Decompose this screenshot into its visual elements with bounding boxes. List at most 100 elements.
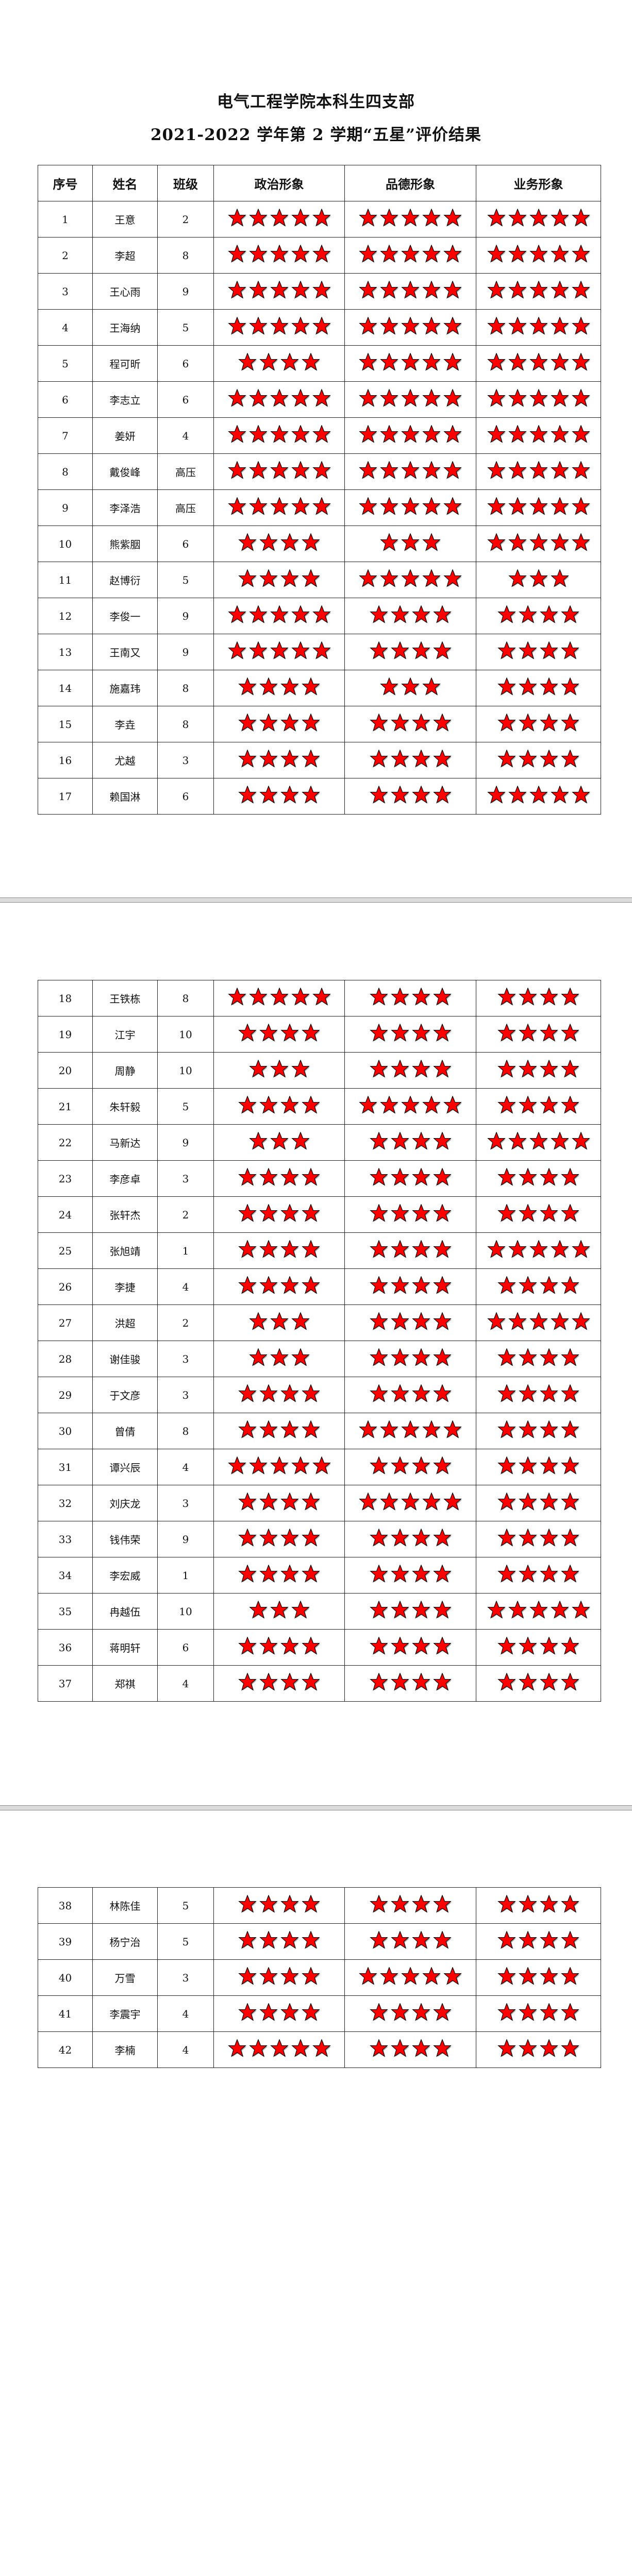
red-star-icon [550, 353, 569, 371]
table-row: 22 马新达 9 [38, 1124, 601, 1161]
red-star-icon [519, 750, 537, 768]
red-star-icon [487, 1312, 506, 1331]
red-star-icon [238, 1384, 257, 1403]
red-star-icon [519, 1204, 537, 1223]
red-star-icon [248, 1312, 268, 1331]
star-rating [359, 353, 462, 371]
red-star-icon [561, 988, 579, 1006]
moral-rating [344, 670, 476, 706]
table-row: 17 赖国淋 6 [38, 778, 601, 815]
red-star-icon [401, 425, 420, 444]
row-number: 33 [38, 1521, 93, 1557]
star-rating [369, 1456, 452, 1475]
red-star-icon [248, 317, 268, 335]
star-rating [369, 2039, 452, 2058]
row-number: 32 [38, 1485, 93, 1521]
red-star-icon [508, 533, 527, 552]
red-star-icon [571, 317, 590, 335]
professional-rating [476, 1449, 601, 1485]
star-rating [497, 2003, 579, 2022]
student-name: 周静 [92, 1052, 158, 1089]
political-rating [213, 417, 345, 454]
red-star-icon [270, 1456, 289, 1475]
red-star-icon [280, 533, 299, 552]
political-rating [213, 1629, 345, 1666]
moral-rating [344, 1413, 476, 1449]
red-star-icon [508, 1601, 527, 1619]
red-star-icon [390, 1895, 409, 1913]
student-name: 曾倩 [92, 1413, 158, 1449]
star-rating [227, 389, 331, 408]
red-star-icon [540, 1204, 558, 1223]
political-rating [213, 1665, 345, 1702]
red-star-icon [259, 1637, 278, 1655]
red-star-icon [302, 1168, 320, 1187]
student-name: 李俊一 [92, 598, 158, 634]
political-rating [213, 489, 345, 526]
moral-rating [344, 778, 476, 815]
table-header-row: 序号 姓名 班级 政治形象 品德形象 业务形象 [38, 165, 601, 201]
red-star-icon [369, 1601, 388, 1619]
red-star-icon [497, 1060, 516, 1078]
red-star-icon [291, 389, 310, 408]
red-star-icon [280, 677, 299, 696]
student-class: 3 [157, 1160, 214, 1197]
red-star-icon [540, 1529, 558, 1547]
moral-rating [344, 345, 476, 382]
red-star-icon [497, 1967, 516, 1986]
red-star-icon [422, 1967, 441, 1986]
professional-rating [476, 778, 601, 815]
red-star-icon [390, 1240, 409, 1259]
red-star-icon [248, 1132, 268, 1150]
political-rating [213, 634, 345, 670]
red-star-icon [411, 1931, 430, 1950]
red-star-icon [302, 1024, 320, 1042]
red-star-icon [270, 389, 289, 408]
table-row: 7 姜妍 4 [38, 417, 601, 454]
red-star-icon [433, 1456, 452, 1475]
star-rating [369, 1384, 452, 1403]
moral-rating [344, 598, 476, 634]
star-rating [238, 1529, 320, 1547]
red-star-icon [390, 1601, 409, 1619]
student-class: 10 [157, 1016, 214, 1053]
political-rating [213, 1088, 345, 1125]
student-name: 刘庆龙 [92, 1485, 158, 1521]
red-star-icon [369, 1637, 388, 1655]
student-name: 谭兴辰 [92, 1449, 158, 1485]
red-star-icon [411, 1637, 430, 1655]
moral-rating [344, 706, 476, 742]
red-star-icon [369, 750, 388, 768]
red-star-icon [561, 605, 579, 624]
red-star-icon [443, 1420, 462, 1439]
row-number: 16 [38, 742, 93, 778]
professional-rating [476, 1485, 601, 1521]
red-star-icon [422, 1493, 441, 1511]
red-star-icon [390, 1637, 409, 1655]
red-star-icon [359, 569, 377, 588]
red-star-icon [369, 1348, 388, 1367]
red-star-icon [571, 245, 590, 263]
red-star-icon [227, 2039, 246, 2058]
table-row: 29 于文彦 3 [38, 1377, 601, 1413]
professional-rating [476, 1995, 601, 2032]
professional-rating [476, 598, 601, 634]
student-class: 5 [157, 1923, 214, 1960]
red-star-icon [571, 353, 590, 371]
star-rating [497, 677, 579, 696]
red-star-icon [270, 425, 289, 444]
red-star-icon [302, 1637, 320, 1655]
star-rating [487, 461, 590, 480]
red-star-icon [280, 714, 299, 732]
red-star-icon [561, 1204, 579, 1223]
star-rating [497, 1204, 579, 1223]
table-row: 28 谢佳骏 3 [38, 1341, 601, 1377]
results-table-page-1: 序号 姓名 班级 政治形象 品德形象 业务形象 1 王意 2 2 李超 8 3 王心雨 9 4 王海… [38, 165, 601, 815]
row-number: 37 [38, 1665, 93, 1702]
political-rating [213, 345, 345, 382]
political-rating [213, 670, 345, 706]
red-star-icon [302, 786, 320, 804]
row-number: 13 [38, 634, 93, 670]
student-name: 李捷 [92, 1268, 158, 1305]
header-political-image: 政治形象 [213, 165, 345, 201]
